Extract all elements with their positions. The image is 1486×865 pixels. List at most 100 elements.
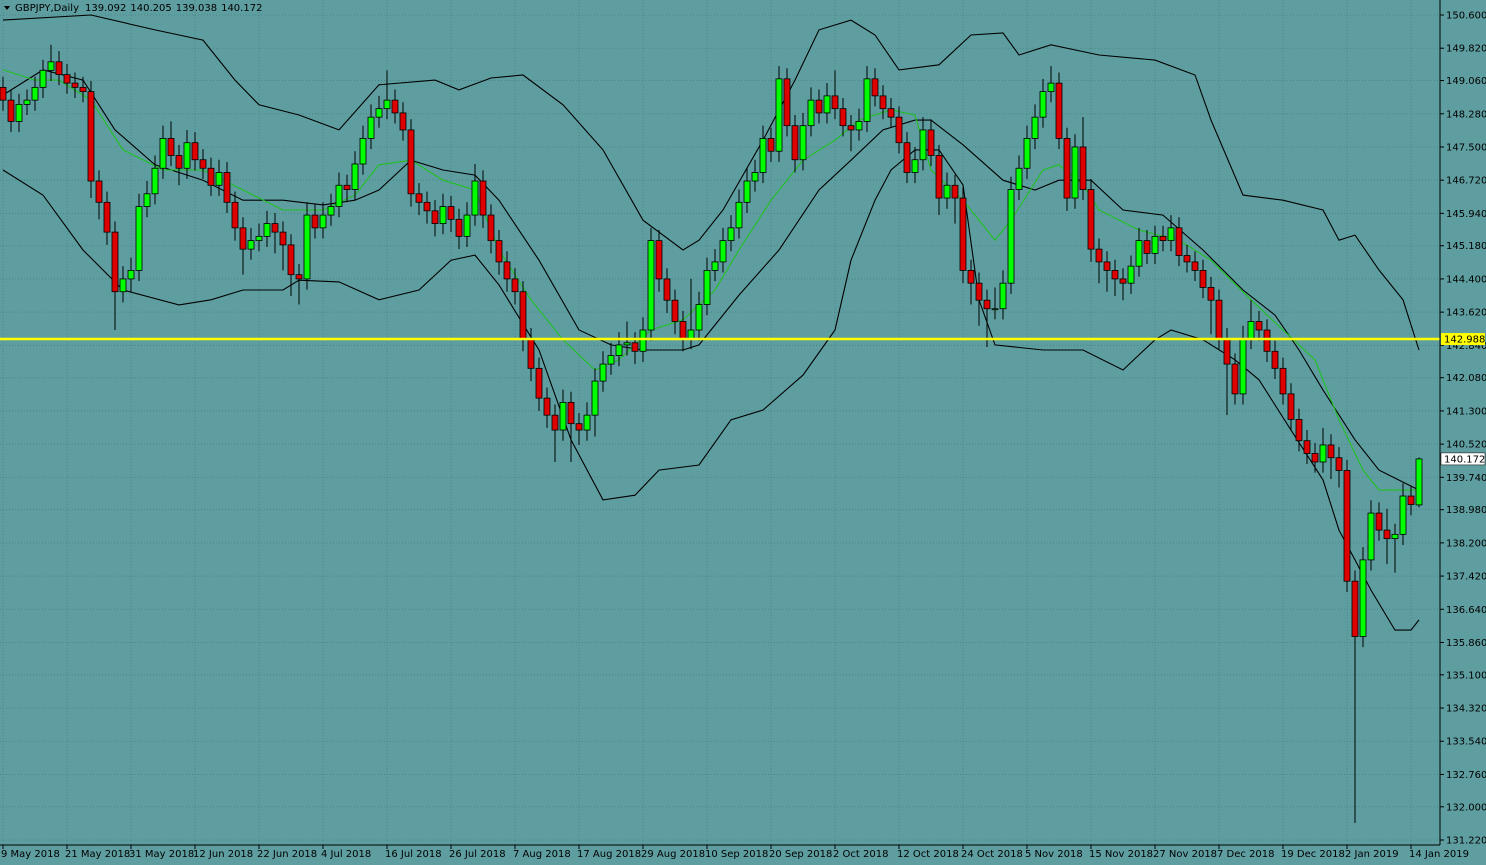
x-tick-label: 29 Aug 2018 — [641, 849, 705, 860]
candle-body — [1199, 270, 1207, 288]
y-tick-label: 137.420 — [1446, 572, 1486, 583]
candle-body — [823, 95, 831, 114]
candle-body — [847, 125, 855, 131]
candle-body — [1319, 444, 1327, 463]
candle-body — [1031, 116, 1039, 139]
y-tick-label: 146.720 — [1446, 176, 1486, 187]
candle-body — [919, 129, 927, 161]
candle-body — [1167, 227, 1175, 242]
candle-body — [1295, 419, 1303, 442]
candle-body — [1207, 287, 1215, 301]
y-tick-label: 147.500 — [1446, 142, 1486, 153]
y-tick-label: 132.000 — [1446, 802, 1486, 813]
candle-body — [23, 99, 31, 105]
x-tick-label: 2 Oct 2018 — [833, 849, 888, 860]
candle-body — [1191, 261, 1199, 271]
y-tick-label: 143.620 — [1446, 308, 1486, 319]
candle-body — [1103, 261, 1111, 271]
candle-body — [1367, 512, 1375, 561]
level-label: 142.988 — [1444, 335, 1485, 346]
y-tick-label: 136.640 — [1446, 605, 1486, 616]
candle-body — [383, 99, 391, 110]
x-tick-label: 24 Oct 2018 — [961, 849, 1023, 860]
indicator-line — [2, 14, 1420, 351]
candle-body — [1047, 82, 1055, 93]
candle-body — [63, 74, 71, 84]
candle-body — [271, 223, 279, 233]
candle-body — [887, 108, 895, 118]
candle-body — [487, 214, 495, 242]
candle-body — [703, 270, 711, 305]
candle-body — [351, 163, 359, 190]
candle-body — [439, 206, 447, 224]
candle-body — [1223, 338, 1231, 365]
candle-body — [543, 397, 551, 416]
candle-body — [791, 125, 799, 161]
candle-body — [31, 86, 39, 101]
candle-body — [799, 125, 807, 161]
candle-body — [1351, 580, 1359, 637]
x-tick-label: 12 Jun 2018 — [193, 849, 253, 860]
x-tick-label: 14 Jan 2019 — [1409, 849, 1469, 860]
candle-body — [527, 338, 535, 369]
candle-body — [719, 240, 727, 263]
symbol-label: GBPJPY,Daily — [15, 3, 79, 14]
level-label-box — [1441, 333, 1485, 346]
x-tick-label: 21 May 2018 — [65, 849, 130, 860]
candle-body — [951, 184, 959, 199]
candle-body — [863, 78, 871, 122]
price-label: 140.172 — [1444, 454, 1485, 465]
candle-body — [839, 108, 847, 127]
candle-body — [855, 121, 863, 131]
candle-body — [471, 180, 479, 216]
x-tick-label: 22 Jun 2018 — [257, 849, 317, 860]
candle-body — [1055, 82, 1063, 139]
candle-body — [751, 172, 759, 182]
y-tick-label: 149.820 — [1446, 44, 1486, 55]
candle-body — [623, 342, 631, 346]
candle-body — [687, 329, 695, 339]
candle-body — [607, 355, 615, 365]
candle-body — [1335, 457, 1343, 471]
candle-body — [95, 180, 103, 203]
candle-body — [567, 401, 575, 425]
indicator-line — [2, 69, 1420, 491]
menu-triangle[interactable] — [4, 6, 10, 10]
candle-body — [207, 167, 215, 186]
y-tick-label: 134.320 — [1446, 704, 1486, 715]
candle-body — [87, 91, 95, 182]
candle-body — [55, 61, 63, 75]
candle-body — [183, 142, 191, 169]
y-tick-label: 132.760 — [1446, 770, 1486, 781]
candle-body — [463, 214, 471, 237]
candle-body — [167, 138, 175, 156]
candle-body — [1279, 367, 1287, 395]
candle-body — [0, 86, 7, 101]
x-tick-label: 2 Jan 2019 — [1345, 849, 1399, 860]
candle-body — [367, 116, 375, 139]
candle-body — [639, 329, 647, 352]
candle-body — [111, 231, 119, 293]
y-tick-label: 149.060 — [1446, 76, 1486, 87]
candle-body — [711, 261, 719, 271]
candle-body — [1175, 227, 1183, 256]
candle-body — [311, 214, 319, 229]
y-tick-label: 135.100 — [1446, 670, 1486, 681]
candle-body — [1231, 363, 1239, 395]
candle-body — [959, 197, 967, 271]
plot-area — [0, 14, 1440, 823]
candle-body — [767, 138, 775, 152]
candle-body — [215, 172, 223, 186]
candle-body — [303, 214, 311, 280]
candle-body — [1271, 350, 1279, 369]
candle-body — [231, 201, 239, 229]
candle-body — [447, 206, 455, 220]
candle-body — [423, 201, 431, 212]
candle-body — [935, 155, 943, 199]
candle-body — [1087, 189, 1095, 250]
y-tick-label: 142.080 — [1446, 373, 1486, 384]
candle-body — [1183, 255, 1191, 263]
x-tick-label: 31 May 2018 — [129, 849, 194, 860]
candle-body — [343, 184, 351, 190]
